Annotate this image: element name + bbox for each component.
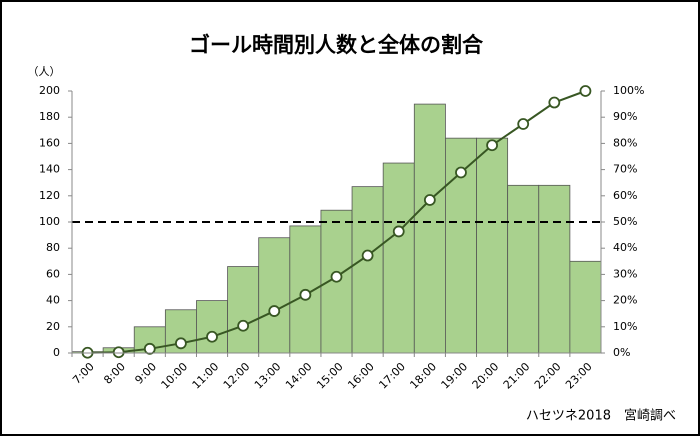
y2-tick-label: 10%	[613, 320, 637, 333]
point	[486, 139, 498, 152]
bar	[569, 260, 602, 354]
y2-tick-label: 90%	[613, 110, 637, 123]
point	[579, 85, 592, 97]
point	[548, 96, 561, 109]
y2-tick-label: 40%	[613, 241, 637, 254]
y-tick-label: 100	[39, 215, 60, 228]
y2-tick-label: 80%	[613, 136, 637, 149]
bar	[258, 237, 291, 354]
point	[392, 225, 405, 238]
y-tick-label: 80	[46, 241, 60, 254]
point	[299, 288, 312, 301]
bar	[538, 184, 571, 354]
bar	[507, 184, 540, 354]
y2-tick-label: 100%	[613, 84, 644, 97]
footer: ハセツネ2018 宮崎調べ	[526, 408, 676, 424]
y-tick-label: 0	[53, 346, 60, 359]
point	[423, 194, 436, 206]
bar	[382, 162, 415, 354]
point	[517, 118, 530, 130]
y2-tick-label: 70%	[613, 163, 637, 176]
y-tick-label: 60	[46, 267, 60, 280]
y-tick-label: 140	[39, 163, 60, 176]
y2-tick-label: 20%	[613, 294, 637, 307]
point	[206, 330, 218, 343]
bar	[413, 103, 446, 354]
y-tick-label: 200	[39, 84, 60, 97]
y-tick-label: 20	[46, 320, 60, 333]
y2-tick-label: 30%	[613, 267, 637, 280]
y-tick-label: 160	[39, 136, 60, 149]
point	[455, 166, 467, 179]
y-tick-label: 120	[39, 189, 60, 202]
bar	[227, 266, 260, 354]
y2-tick-label: 50%	[613, 215, 637, 228]
point	[361, 249, 374, 262]
point	[268, 305, 281, 317]
point	[330, 270, 343, 283]
bar	[476, 137, 509, 354]
bar	[196, 300, 228, 354]
point	[143, 342, 156, 355]
y-tick-label: 40	[46, 294, 60, 307]
bar	[351, 186, 384, 354]
point	[112, 346, 125, 359]
y2-tick-label: 0%	[613, 346, 630, 359]
point	[237, 319, 250, 332]
chart-title: ゴール時間別人数と全体の割合	[189, 33, 484, 57]
y-tick-label: 180	[39, 110, 60, 123]
y-axis-label: （人）	[28, 65, 61, 78]
point	[175, 337, 187, 350]
y2-tick-label: 60%	[613, 189, 637, 202]
